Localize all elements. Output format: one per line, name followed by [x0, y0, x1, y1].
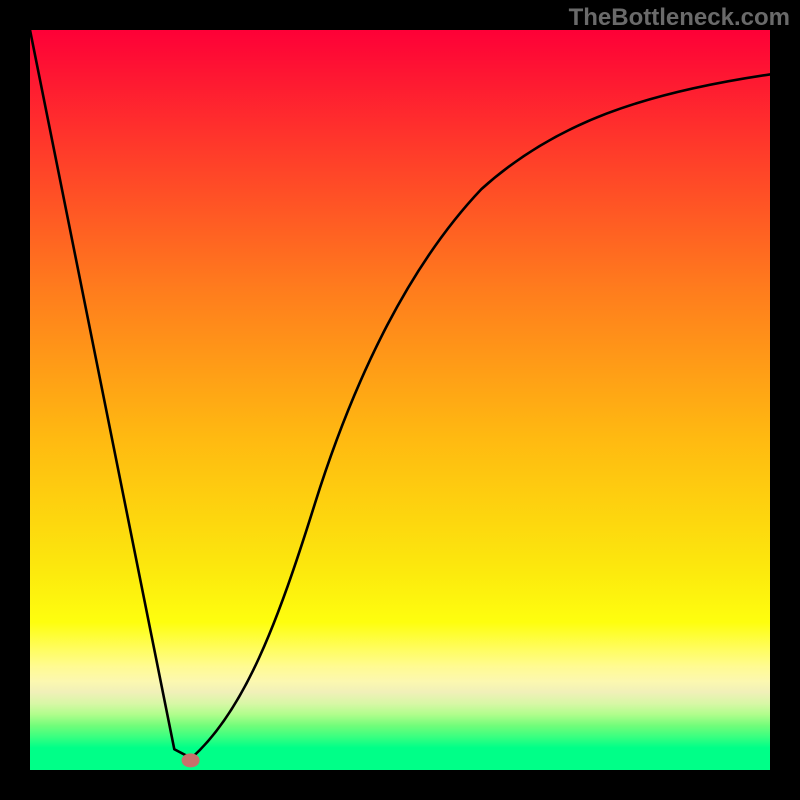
- minimum-marker: [182, 753, 200, 767]
- watermark-text: TheBottleneck.com: [569, 4, 790, 32]
- chart-frame: TheBottleneck.com: [0, 0, 800, 800]
- gradient-background: [30, 30, 770, 770]
- plot-area: [30, 30, 770, 770]
- chart-svg: [30, 30, 770, 770]
